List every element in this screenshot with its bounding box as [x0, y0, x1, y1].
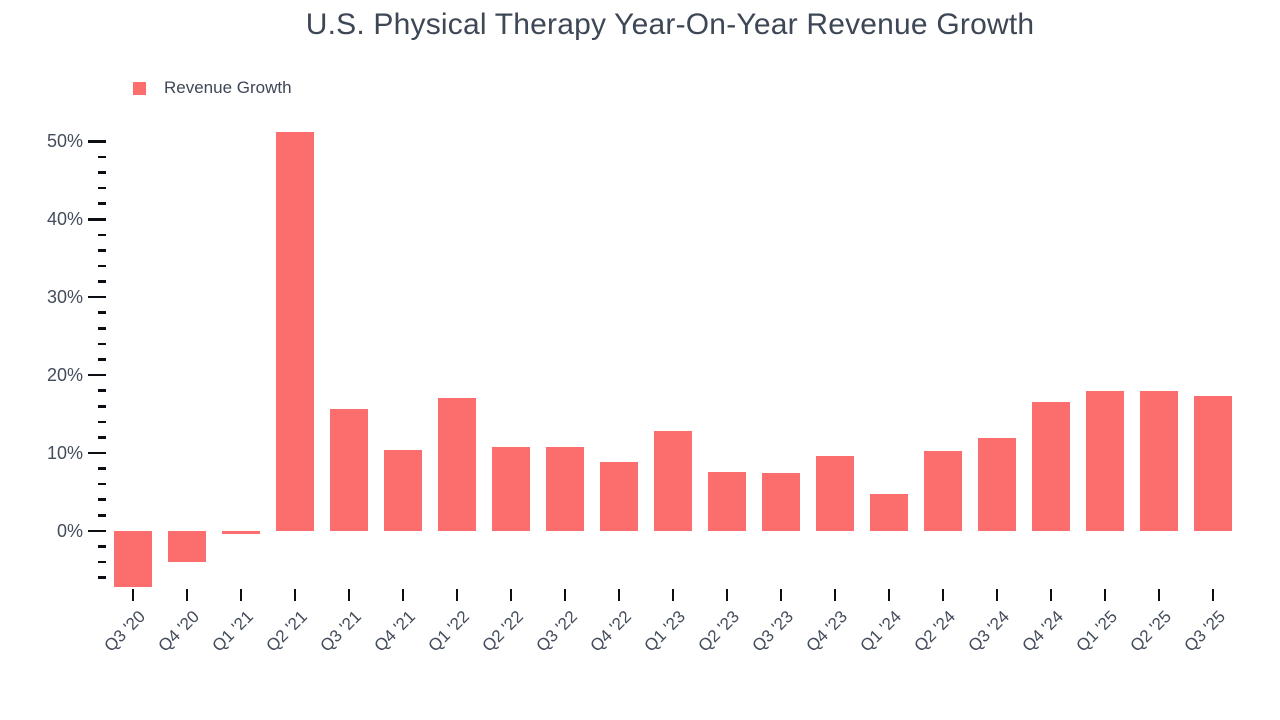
y-axis-minor-tick — [98, 171, 106, 174]
x-axis-tick — [185, 589, 189, 601]
y-axis-minor-tick — [98, 358, 106, 361]
bar-q1-24[interactable] — [869, 494, 909, 531]
x-axis-tick — [1103, 589, 1107, 601]
y-axis-minor-tick — [98, 311, 106, 315]
x-axis-tick — [617, 589, 621, 601]
y-axis-minor-tick — [98, 545, 106, 548]
bar-q3-24[interactable] — [977, 438, 1017, 531]
y-axis-label: 40% — [46, 209, 83, 230]
y-axis-label: 30% — [46, 287, 83, 308]
bar-q4-21[interactable] — [383, 449, 423, 531]
x-axis-tick — [1157, 589, 1161, 601]
y-axis-major-tick — [88, 295, 106, 299]
bar-q2-22[interactable] — [491, 446, 531, 531]
bar-q1-22[interactable] — [437, 397, 477, 531]
y-axis-minor-tick — [98, 576, 106, 579]
bar-q4-23[interactable] — [815, 456, 855, 531]
x-axis-tick — [563, 589, 567, 601]
x-axis-tick — [509, 589, 513, 601]
y-axis-major-tick — [88, 217, 106, 221]
x-axis-tick — [725, 589, 729, 601]
y-axis-label: 20% — [46, 365, 83, 386]
legend-swatch-icon — [133, 81, 146, 95]
y-axis-minor-tick — [98, 155, 106, 159]
y-axis-minor-tick — [98, 420, 106, 424]
y-axis-minor-tick — [98, 514, 106, 517]
x-axis-tick — [347, 589, 351, 601]
y-axis-label: 50% — [46, 131, 83, 152]
bar-q3-25[interactable] — [1193, 396, 1233, 531]
bar-q4-22[interactable] — [599, 462, 639, 531]
y-axis-minor-tick — [98, 389, 106, 392]
x-axis-tick — [293, 589, 297, 601]
y-axis-major-tick — [88, 529, 106, 533]
y-axis-label: 10% — [46, 442, 83, 463]
bar-q4-24[interactable] — [1031, 402, 1071, 531]
bar-q1-23[interactable] — [653, 431, 693, 531]
x-axis-tick — [941, 589, 945, 601]
y-axis-label: 0% — [56, 520, 83, 541]
bar-q1-21[interactable] — [221, 530, 261, 534]
bar-q2-24[interactable] — [923, 451, 963, 531]
bar-q3-20[interactable] — [113, 530, 153, 587]
bar-q4-20[interactable] — [167, 530, 207, 563]
bar-q3-23[interactable] — [761, 473, 801, 531]
y-axis-minor-tick — [98, 186, 106, 190]
y-axis-major-tick — [88, 373, 106, 377]
x-axis-tick — [671, 589, 675, 601]
y-axis-minor-tick — [98, 280, 106, 283]
bar-q3-22[interactable] — [545, 446, 585, 531]
y-axis-minor-tick — [98, 233, 106, 237]
x-axis-tick — [995, 589, 999, 601]
x-axis-tick — [833, 589, 837, 601]
bar-q3-21[interactable] — [329, 409, 369, 531]
y-axis-minor-tick — [98, 202, 106, 205]
y-axis-minor-tick — [98, 264, 106, 268]
chart-title: U.S. Physical Therapy Year-On-Year Reven… — [305, 8, 1035, 41]
y-axis-minor-tick — [98, 404, 106, 408]
x-axis-tick — [455, 589, 459, 601]
x-axis-tick — [401, 589, 405, 601]
y-axis-minor-tick — [98, 327, 106, 330]
x-axis-tick — [779, 589, 783, 601]
bar-q2-23[interactable] — [707, 471, 747, 531]
bar-q2-25[interactable] — [1139, 390, 1179, 531]
y-axis-minor-tick — [98, 482, 106, 486]
x-axis-tick — [887, 589, 891, 601]
x-axis-tick — [1211, 589, 1215, 601]
y-axis-minor-tick — [98, 342, 106, 346]
y-axis-minor-tick — [98, 498, 106, 502]
legend-item-revenue-growth[interactable]: Revenue Growth — [133, 78, 292, 98]
y-axis-minor-tick — [98, 467, 106, 470]
y-axis-minor-tick — [98, 249, 106, 252]
x-axis-tick — [1049, 589, 1053, 601]
y-axis-minor-tick — [98, 436, 106, 439]
x-axis-tick — [239, 589, 243, 601]
y-axis-major-tick — [88, 451, 106, 455]
legend-label: Revenue Growth — [164, 78, 292, 97]
x-axis-tick — [131, 589, 135, 601]
bar-q2-21[interactable] — [275, 132, 315, 531]
bar-q1-25[interactable] — [1085, 390, 1125, 531]
y-axis-minor-tick — [98, 560, 106, 564]
y-axis-major-tick — [88, 140, 106, 143]
